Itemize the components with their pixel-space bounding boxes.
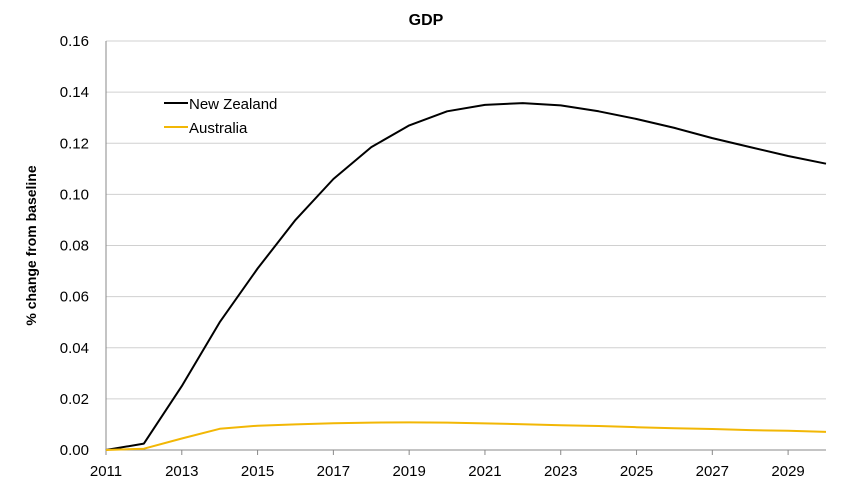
y-tick-label: 0.04: [60, 340, 89, 357]
y-tick-label: 0.08: [60, 238, 89, 255]
x-tick-label: 2027: [696, 463, 729, 480]
y-tick-label: 0.16: [60, 33, 89, 50]
legend-label: New Zealand: [189, 96, 277, 113]
x-tick-label: 2011: [90, 463, 122, 480]
series-line-new-zealand: [105, 102, 827, 451]
x-tick-label: 2029: [771, 463, 804, 480]
y-tick-label: 0.06: [60, 289, 89, 306]
legend-label: Australia: [189, 120, 248, 137]
y-tick-label: 0.02: [60, 391, 89, 408]
x-tick-label: 2023: [544, 463, 577, 480]
x-tick-label: 2015: [241, 463, 274, 480]
y-tick-label: 0.14: [60, 84, 89, 101]
x-tick-label: 2013: [165, 463, 198, 480]
y-axis-title: % change from baseline: [23, 165, 39, 325]
series-line-australia: [105, 421, 827, 451]
x-tick-label: 2021: [468, 463, 501, 480]
y-tick-label: 0.00: [60, 442, 89, 459]
chart-title: GDP: [409, 12, 444, 29]
x-tick-label: 2017: [317, 463, 350, 480]
x-tick-label: 2019: [392, 463, 425, 480]
x-tick-label: 2025: [620, 463, 653, 480]
y-tick-label: 0.10: [60, 186, 89, 203]
y-tick-label: 0.12: [60, 135, 89, 152]
